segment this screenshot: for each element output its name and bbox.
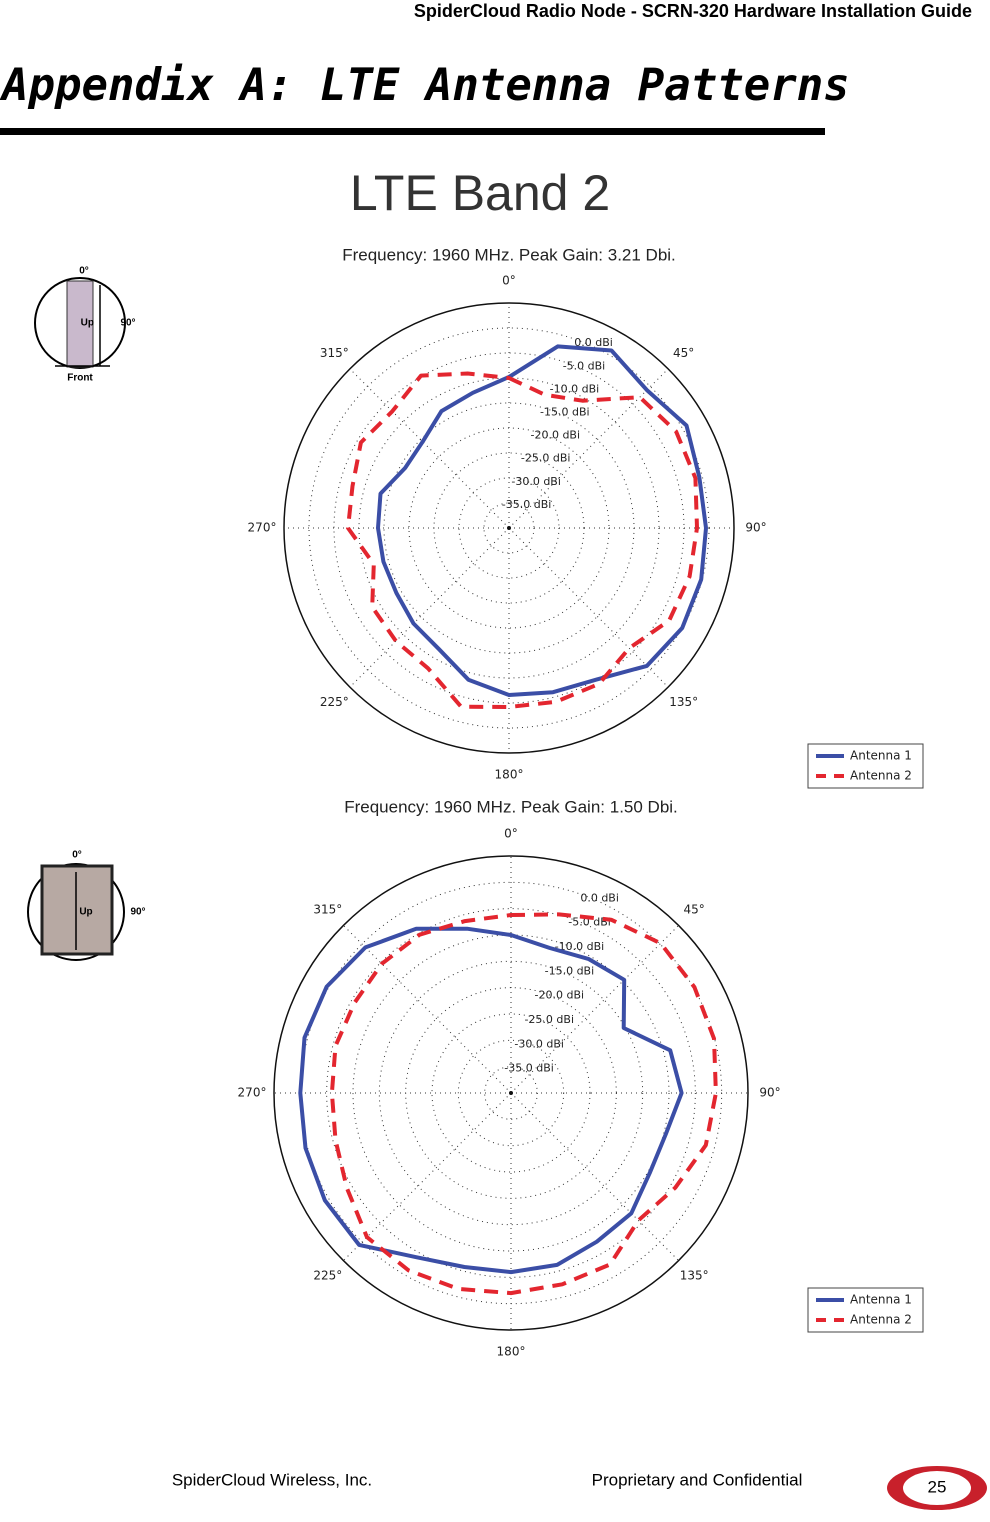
icon-label: Up [79,907,92,918]
grid-spoke [510,1092,679,1261]
theta-tick-label: 0° [504,827,518,841]
chart-title: Frequency: 1960 MHz. Peak Gain: 3.21 Dbi… [342,245,676,264]
r-tick-label: -10.0 dBi [555,940,605,953]
center-dot [507,526,511,530]
grid-spoke [343,925,512,1094]
icon-label: 0° [79,266,89,277]
r-tick-label: -35.0 dBi [502,498,552,511]
r-tick-label: -15.0 dBi [545,964,595,977]
r-tick-label: -30.0 dBi [514,1037,564,1050]
grid-spoke [349,368,510,529]
theta-tick-label: 90° [745,521,766,535]
center-dot [509,1091,513,1095]
theta-tick-label: 180° [495,768,524,782]
r-tick-label: -25.0 dBi [524,1013,574,1026]
theta-tick-label: 0° [502,274,516,288]
grid-ring [378,960,644,1226]
legend-box [807,743,924,789]
series-line [376,344,708,697]
heading-rule [0,128,825,135]
legend-label: Antenna 1 [850,1293,912,1307]
r-tick-label: -35.0 dBi [504,1062,554,1075]
legend-box [807,1287,924,1333]
legend-label: Antenna 1 [850,749,912,763]
theta-tick-label: 270° [248,521,277,535]
theta-tick-label: 315° [313,902,342,916]
theta-tick-label: 135° [680,1269,709,1283]
grid-ring [352,934,670,1252]
grid-spoke [508,527,669,688]
r-tick-label: -30.0 dBi [511,475,561,488]
theta-tick-label: 315° [320,346,349,360]
theta-tick-label: 45° [684,902,705,916]
footer-company: SpiderCloud Wireless, Inc. [172,1470,372,1489]
icon-label: 90° [130,907,145,918]
r-tick-label: -5.0 dBi [563,359,606,372]
footer-notice: Proprietary and Confidential [592,1470,803,1489]
r-tick-label: -5.0 dBi [568,916,611,929]
legend-label: Antenna 2 [850,769,912,783]
page-number-badge-inner [903,1471,971,1505]
theta-tick-label: 180° [497,1345,526,1359]
theta-tick-label: 45° [673,346,694,360]
icon-label: Up [81,318,94,329]
plot-border [273,855,749,1331]
grid-spoke [343,1092,512,1261]
grid-spoke [349,527,510,688]
series-line [346,371,699,709]
icon-label: Front [67,373,93,384]
running-header: SpiderCloud Radio Node - SCRN-320 Hardwa… [414,1,972,21]
theta-tick-label: 90° [759,1086,780,1100]
series-line [329,912,718,1296]
icon-label: 90° [120,318,135,329]
grid-ring [484,1066,538,1120]
r-tick-label: -25.0 dBi [521,452,571,465]
r-tick-label: 0.0 dBi [574,336,613,349]
theta-tick-label: 225° [320,695,349,709]
chart-title: Frequency: 1960 MHz. Peak Gain: 1.50 Dbi… [344,797,678,816]
orientation-icon-1: 0° 90° Up Front [34,266,136,384]
grid-ring [457,1039,565,1147]
icon-label: 0° [72,850,82,861]
section-title: LTE Band 2 [350,165,610,221]
page-number: 25 [928,1477,947,1496]
theta-tick-label: 135° [669,695,698,709]
series-line [298,926,684,1275]
theta-tick-label: 270° [238,1086,267,1100]
r-tick-label: -20.0 dBi [535,989,585,1002]
plot-border [283,302,735,754]
legend-label: Antenna 2 [850,1313,912,1327]
r-tick-label: -10.0 dBi [550,382,600,395]
heading: Appendix A: LTE Antenna Patterns [0,60,850,111]
grid-ring [431,1013,591,1173]
r-tick-label: 0.0 dBi [580,891,619,904]
r-tick-label: -15.0 dBi [540,406,590,419]
r-tick-label: -20.0 dBi [530,429,580,442]
orientation-icon-2: 0° 90° Up [27,850,146,961]
theta-tick-label: 225° [313,1269,342,1283]
